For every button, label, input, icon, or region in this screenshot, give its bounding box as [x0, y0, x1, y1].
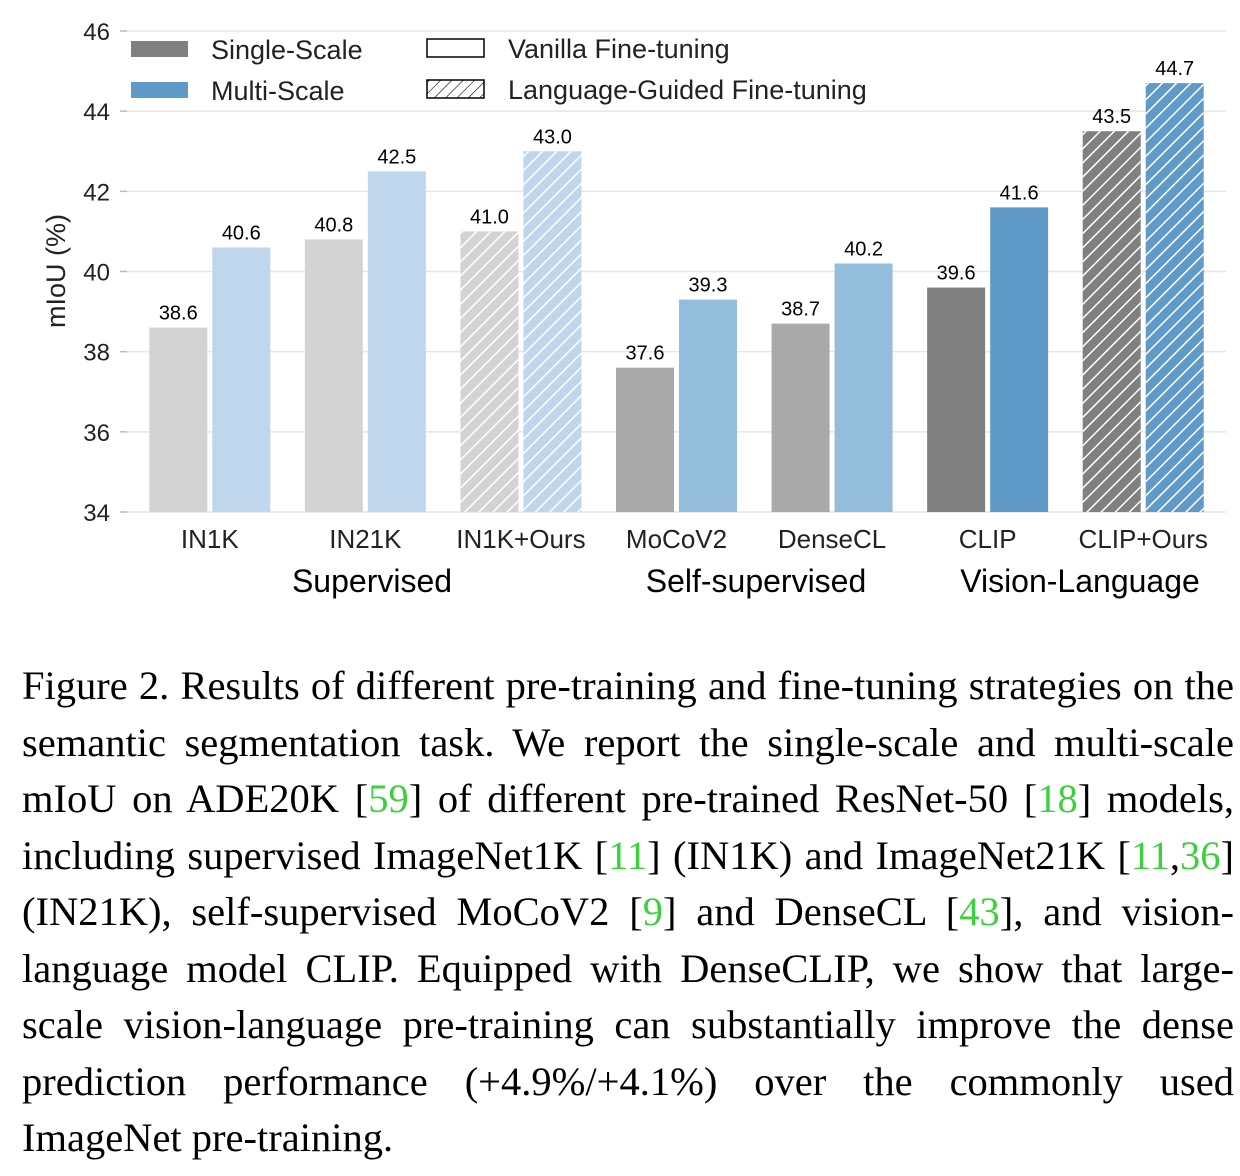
y-tick-label: 38 [83, 340, 110, 367]
x-tick-label: DenseCL [778, 524, 886, 554]
bar-single-scale [927, 287, 986, 512]
bar-hatch [1145, 83, 1204, 512]
y-tick-label: 46 [83, 19, 110, 46]
citation-link[interactable]: 43 [959, 889, 1000, 934]
bar-value-label: 43.5 [1092, 106, 1131, 128]
bar-value-label: 41.0 [470, 206, 509, 228]
bar-chart: 38.6 40.6 40.8 42.5 41.0 43.0 37.6 39.3 38.7 40.2… [41, 19, 1226, 599]
bar-multi-scale [834, 263, 893, 512]
citation-link[interactable]: 11 [608, 832, 648, 878]
citation-link[interactable]: 36 [1179, 832, 1221, 878]
bars: 38.6 40.6 40.8 42.5 41.0 43.0 37.6 39.3 38.7 40.2… [149, 58, 1204, 513]
group-label-self-supervised: Self-supervised [646, 563, 867, 599]
bar-multi-scale [679, 299, 737, 512]
legend-swatch-single-scale [131, 41, 188, 57]
bar-value-label: 44.7 [1155, 58, 1194, 80]
bar-value-label: 43.0 [533, 126, 572, 148]
bar-single-scale [304, 239, 363, 512]
group-label-supervised: Supervised [292, 563, 452, 599]
bar-single-scale [149, 327, 208, 512]
x-tick-label: CLIP+Ours [1079, 524, 1208, 554]
bar-value-label: 41.6 [1000, 182, 1039, 204]
bar-multi-scale [990, 207, 1049, 512]
y-tick-label: 40 [83, 260, 110, 287]
bar-value-label: 40.8 [314, 214, 353, 236]
axes: 34 36 38 40 42 44 46 IN1K IN21K IN1K+Ours MoCoV2 De… [83, 19, 1208, 554]
bar-multi-scale [367, 171, 426, 512]
legend-label-single-scale: Single-Scale [211, 35, 363, 65]
citation-link[interactable]: 11 [1130, 832, 1170, 878]
bar-single-scale [771, 323, 830, 512]
x-tick-label: IN1K [181, 524, 239, 554]
bar-hatch [523, 151, 582, 512]
legend-swatch-language-guided [426, 79, 485, 99]
group-label-vision-language: Vision-Language [960, 563, 1200, 599]
legend-swatch-multi-scale [131, 82, 188, 98]
legend-label-language-guided: Language-Guided Fine-tuning [508, 75, 867, 105]
bar-value-label: 42.5 [377, 146, 416, 168]
bar-value-label: 38.6 [159, 303, 198, 325]
y-tick-label: 34 [83, 500, 110, 527]
bar-value-label: 40.2 [844, 238, 883, 260]
y-axis-label: mIoU (%) [41, 214, 71, 328]
y-tick-label: 42 [83, 179, 110, 206]
bar-value-label: 39.6 [937, 263, 976, 285]
x-tick-label: IN21K [329, 524, 402, 554]
bar-single-scale [616, 367, 674, 512]
x-tick-label: CLIP [959, 524, 1017, 554]
bar-value-label: 40.6 [222, 222, 261, 244]
bar-value-label: 37.6 [626, 343, 665, 365]
citation-link[interactable]: 59 [368, 776, 409, 821]
legend: Single-Scale Multi-Scale Vanilla Fine-tu… [131, 34, 867, 106]
y-tick-label: 36 [83, 420, 110, 447]
x-tick-label: IN1K+Ours [456, 524, 585, 554]
bar-value-label: 39.3 [689, 275, 728, 297]
citation-link[interactable]: 18 [1037, 776, 1078, 821]
bar-multi-scale [212, 247, 271, 512]
x-tick-label: MoCoV2 [626, 524, 727, 554]
figure-caption: Figure 2. Results of different pre-train… [22, 663, 1235, 1160]
bar-hatch [1082, 131, 1141, 513]
citation-link[interactable]: 9 [642, 889, 663, 934]
y-tick-label: 44 [83, 99, 110, 126]
bar-hatch [460, 231, 519, 512]
legend-swatch-vanilla [426, 38, 485, 58]
bar-value-label: 38.7 [781, 299, 820, 321]
legend-label-multi-scale: Multi-Scale [211, 76, 345, 106]
legend-label-vanilla: Vanilla Fine-tuning [508, 34, 730, 64]
